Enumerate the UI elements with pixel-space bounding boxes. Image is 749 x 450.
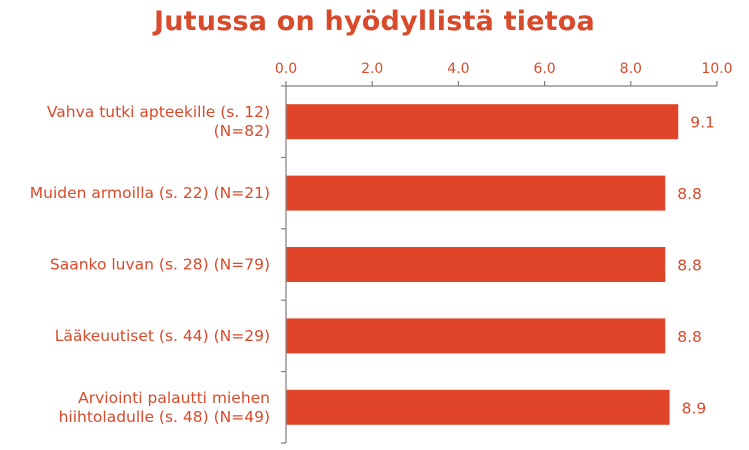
bar-value-label: 9.1 bbox=[690, 114, 715, 132]
category-label: Lääkeuutiset (s. 44) (N=29) bbox=[55, 327, 270, 345]
x-tick-label: 8.0 bbox=[620, 61, 642, 77]
bar-value-label: 8.9 bbox=[682, 399, 707, 417]
bar bbox=[286, 175, 666, 211]
x-tick-label: 6.0 bbox=[533, 61, 555, 77]
x-tick-label: 0.0 bbox=[275, 61, 297, 77]
bars-layer bbox=[286, 104, 679, 425]
bar bbox=[286, 104, 679, 140]
category-label: Arviointi palautti miehen hiihtoladulle (… bbox=[59, 389, 270, 426]
x-tick-label: 4.0 bbox=[447, 61, 469, 77]
bar bbox=[286, 389, 670, 425]
bar-value-label: 8.8 bbox=[677, 257, 702, 275]
labels-layer: 9.1 Vahva tutki apteekille (s. 12) (N=82) 8… bbox=[30, 103, 715, 426]
x-tick-label: 10.0 bbox=[701, 61, 732, 77]
bar-value-label: 8.8 bbox=[677, 328, 702, 346]
bar bbox=[286, 318, 666, 354]
x-tick-label: 2.0 bbox=[361, 61, 383, 77]
bar-value-label: 8.8 bbox=[677, 185, 702, 203]
bar bbox=[286, 247, 666, 282]
category-label: Muiden armoilla (s. 22) (N=21) bbox=[30, 184, 270, 202]
category-label: Saanko luvan (s. 28) (N=79) bbox=[50, 256, 270, 274]
chart-title: Jutussa on hyödyllistä tietoa bbox=[154, 6, 595, 37]
category-label: Vahva tutki apteekille (s. 12) (N=82) bbox=[47, 103, 270, 140]
axis-layer: 0.0 2.0 4.0 6.0 8.0 10.0 bbox=[275, 61, 733, 444]
